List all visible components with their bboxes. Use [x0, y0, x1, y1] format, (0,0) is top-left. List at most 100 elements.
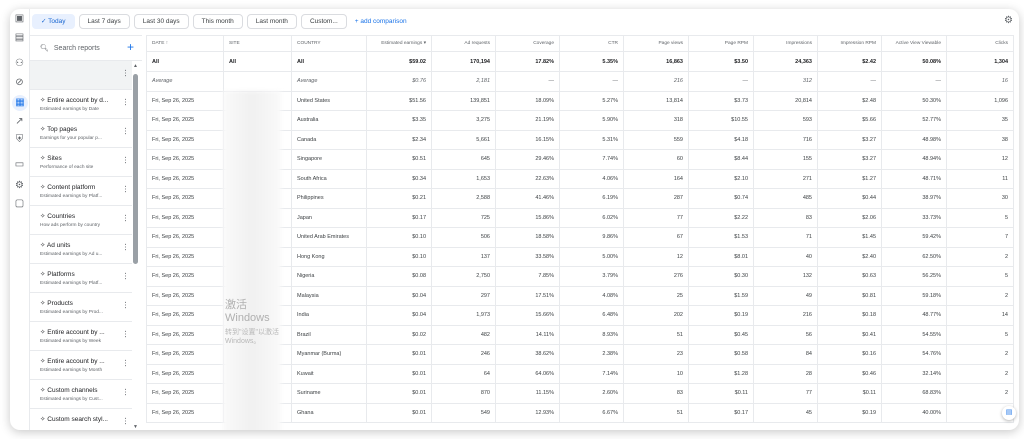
table-cell: 5.90% [559, 110, 624, 131]
more-options-icon[interactable]: ⋯ [121, 69, 130, 77]
date-chip-today[interactable]: ✓ Today [32, 14, 75, 29]
table-cell: — [495, 71, 560, 92]
report-title: ✧ Entire account by ... [40, 357, 132, 365]
column-header[interactable]: Clicks [946, 35, 1014, 52]
calendar-icon[interactable]: ▤ [14, 32, 25, 43]
report-item[interactable]: ✧ Ad units Estimated earnings by Ad u... ⋯ [30, 235, 132, 264]
date-chip-last-month[interactable]: Last month [246, 14, 297, 29]
report-item[interactable]: ✧ Sites Performance of each site ⋯ [30, 148, 132, 177]
table-cell: 30 [946, 188, 1014, 209]
report-item[interactable]: ✧ Entire account by ... Estimated earning… [30, 351, 132, 380]
table-cell: 59.42% [881, 227, 947, 248]
table-cell [223, 71, 292, 92]
table-cell: Ghana [291, 402, 367, 423]
more-options-icon[interactable]: ⋯ [121, 359, 130, 367]
report-title-text: Sites [47, 155, 62, 162]
column-header[interactable]: SITE [223, 35, 292, 52]
table-cell: Fri, Sep 26, 2025 [146, 285, 224, 306]
report-subtitle: Earnings for your popular p... [40, 136, 102, 141]
date-chip-custom[interactable]: Custom... [300, 14, 347, 29]
feedback-icon[interactable]: ▢ [14, 198, 25, 209]
table-cell: $0.04 [366, 285, 432, 306]
report-item[interactable]: ✧ Entire account by d... Estimated earnin… [30, 90, 132, 119]
report-item[interactable]: ✧ Platforms Estimated earnings by Platf..… [30, 264, 132, 293]
column-header[interactable]: Active View Viewable [881, 35, 947, 52]
sparkle-icon: ✧ [40, 184, 48, 191]
date-chip-last-7-days[interactable]: Last 7 days [78, 14, 130, 29]
table-cell: 38.97% [881, 188, 947, 209]
report-item[interactable]: ✧ Entire account by ... Estimated earning… [30, 322, 132, 351]
more-options-icon[interactable]: ⋯ [121, 156, 130, 164]
table-cell: India [291, 305, 367, 326]
table-cell: 5 [946, 324, 1014, 345]
search-input[interactable]: Search reports [53, 44, 100, 52]
column-header[interactable]: Impressions [753, 35, 818, 52]
date-chip-this-month[interactable]: This month [192, 14, 243, 29]
scrollbar[interactable] [133, 74, 138, 264]
more-options-icon[interactable]: ⋯ [121, 301, 130, 309]
report-title-text: Entire account by ... [47, 358, 105, 365]
column-header[interactable]: COUNTRY [291, 35, 367, 52]
more-options-icon[interactable]: ⋯ [121, 127, 130, 135]
report-item[interactable]: ✧ Countries How ads perform by country ⋯ [30, 206, 132, 235]
table-row: Fri, Sep 26, 2025 Japan $0.17 725 15.86% 6.02… [146, 207, 1014, 228]
more-options-icon[interactable]: ⋯ [121, 330, 130, 338]
report-item[interactable]: ⋯ [30, 61, 132, 90]
user-settings-icon[interactable]: ⚇ [15, 58, 24, 69]
scroll-down-arrow[interactable]: ▼ [133, 424, 138, 430]
more-options-icon[interactable]: ⋯ [121, 388, 130, 396]
table-cell: 24,363 [753, 51, 818, 72]
table-cell: 12 [623, 246, 689, 267]
table-cell: $0.10 [366, 246, 432, 267]
column-header[interactable]: Coverage [495, 35, 560, 52]
sparkle-icon: ✧ [40, 213, 48, 220]
report-item[interactable]: ✧ Custom channels Estimated earnings by C… [30, 380, 132, 409]
table-cell: Hong Kong [291, 246, 367, 267]
table-cell: 68.83% [881, 383, 947, 404]
column-header[interactable]: Impression RPM [817, 35, 882, 52]
table-cell: 77 [623, 207, 689, 228]
check-icon: ✓ [41, 18, 49, 25]
settings-icon[interactable]: ⚙ [15, 180, 24, 191]
settings-gear-icon[interactable]: ⚙ [1004, 15, 1013, 26]
column-header[interactable]: Estimated earnings ▾ [366, 35, 432, 52]
report-title-text: Ad units [46, 242, 71, 249]
add-comparison-button[interactable]: + add comparison [355, 18, 407, 25]
search-icon: 🔍︎ [40, 45, 49, 52]
column-header[interactable]: DATE ↑ [146, 35, 224, 52]
date-chip-last-30-days[interactable]: Last 30 days [133, 14, 189, 29]
table-cell: Fri, Sep 26, 2025 [146, 129, 224, 150]
report-item[interactable]: ✧ Content platform Estimated earnings by … [30, 177, 132, 206]
scroll-up-arrow[interactable]: ▲ [133, 63, 138, 69]
table-cell: $0.19 [817, 402, 882, 423]
feedback-button[interactable]: ▤ [1002, 406, 1016, 420]
trending-icon[interactable]: ↗ [15, 116, 24, 127]
table-cell: 22.63% [495, 168, 560, 189]
more-options-icon[interactable]: ⋯ [121, 214, 130, 222]
table-cell: $0.41 [817, 324, 882, 345]
report-item[interactable]: ✧ Top pages Earnings for your popular p..… [30, 119, 132, 148]
page-icon[interactable]: ▣ [14, 13, 25, 24]
column-header[interactable]: Ad requests [431, 35, 496, 52]
table-cell: 4.08% [559, 285, 624, 306]
report-item[interactable]: ✧ Products Estimated earnings by Prod... ⋯ [30, 293, 132, 322]
column-header[interactable]: Page views [623, 35, 689, 52]
table-cell: 32.14% [881, 363, 947, 384]
table-cell: $0.19 [688, 305, 754, 326]
report-item[interactable]: ✧ Custom search styl... ⋯ [30, 409, 132, 430]
column-header[interactable]: CTR [559, 35, 624, 52]
more-options-icon[interactable]: ⋯ [121, 185, 130, 193]
block-icon[interactable]: ⊘ [15, 77, 24, 88]
more-options-icon[interactable]: ⋯ [121, 98, 130, 106]
add-report-button[interactable]: + [126, 40, 134, 54]
reports-icon[interactable]: ▦ [12, 95, 28, 111]
table-cell: 59.18% [881, 285, 947, 306]
more-options-icon[interactable]: ⋯ [121, 272, 130, 280]
payments-icon[interactable]: ▭ [14, 159, 25, 170]
more-options-icon[interactable]: ⋯ [121, 243, 130, 251]
more-options-icon[interactable]: ⋯ [121, 417, 130, 425]
table-cell: 2.60% [559, 383, 624, 404]
privacy-icon[interactable]: ⛨ [15, 134, 24, 145]
column-header[interactable]: Page RPM [688, 35, 754, 52]
search-reports[interactable]: 🔍︎ Search reports + [30, 36, 142, 61]
